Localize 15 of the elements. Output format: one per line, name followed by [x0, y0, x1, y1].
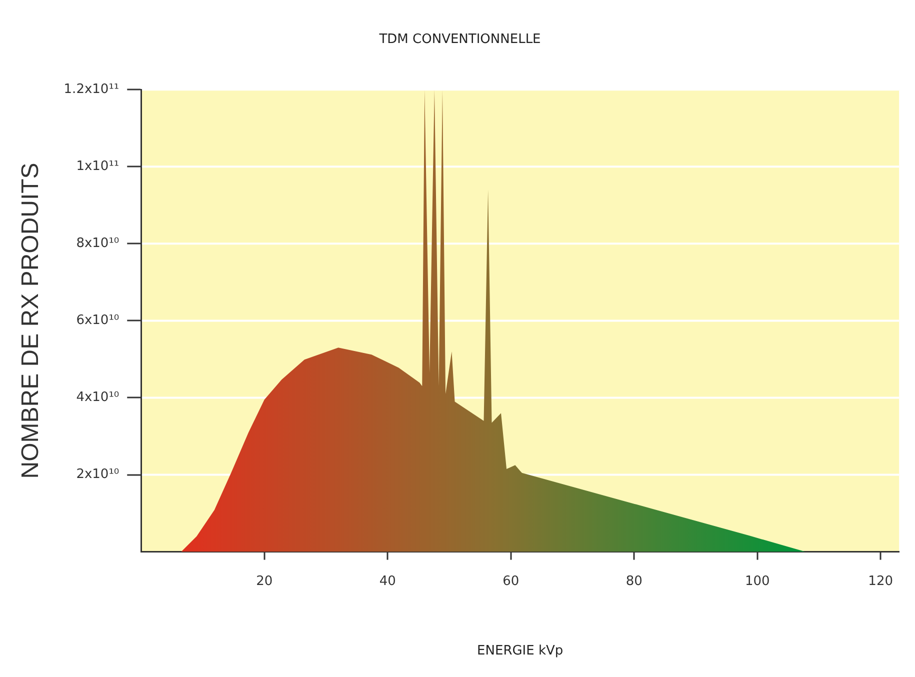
x-tick-label: 80 [626, 574, 642, 589]
x-axis-title: ENERGIE kVp [477, 644, 564, 659]
y-tick-label: 6x10¹⁰ [76, 313, 120, 328]
x-tick-label: 120 [868, 574, 894, 589]
y-tick-label: 1.2x10¹¹ [64, 82, 120, 97]
chart-title: TDM CONVENTIONNELLE [378, 32, 541, 48]
x-tick-label: 20 [256, 574, 273, 589]
y-tick-label: 8x10¹⁰ [76, 236, 120, 252]
y-tick-label: 1x10¹¹ [76, 159, 120, 174]
x-tick-label: 100 [744, 574, 770, 589]
x-tick-label: 60 [502, 574, 520, 589]
y-tick-label: 2x10¹⁰ [76, 467, 120, 482]
x-tick-label: 40 [379, 574, 396, 589]
y-axis-title: NOMBRE DE RX PRODUITS [17, 162, 44, 479]
y-tick-label: 4x10¹⁰ [76, 390, 120, 406]
